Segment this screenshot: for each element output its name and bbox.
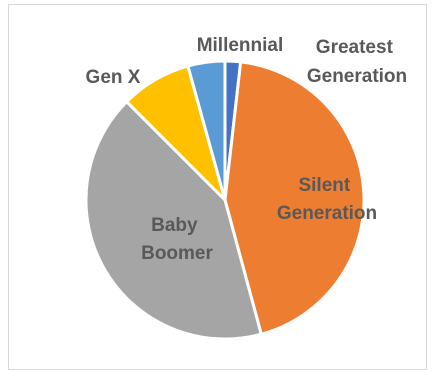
label-greatest-generation: Greatest Generation xyxy=(307,37,407,87)
label-gen-x: Gen X xyxy=(86,67,141,88)
label-millennial: Millennial xyxy=(197,35,284,56)
pie-slices xyxy=(84,59,366,341)
chart-area: Greatest Generation Silent Generation Ba… xyxy=(8,4,427,370)
pie-chart: Greatest Generation Silent Generation Ba… xyxy=(84,35,408,341)
slice-millennial xyxy=(186,59,227,202)
pie-labels: Greatest Generation Silent Generation Ba… xyxy=(86,35,408,264)
label-silent-generation: Silent Generation xyxy=(277,175,377,224)
slice-silent-generation xyxy=(223,60,366,336)
slice-baby-boomer xyxy=(84,100,263,341)
label-baby-boomer: Baby Boomer xyxy=(141,215,213,264)
